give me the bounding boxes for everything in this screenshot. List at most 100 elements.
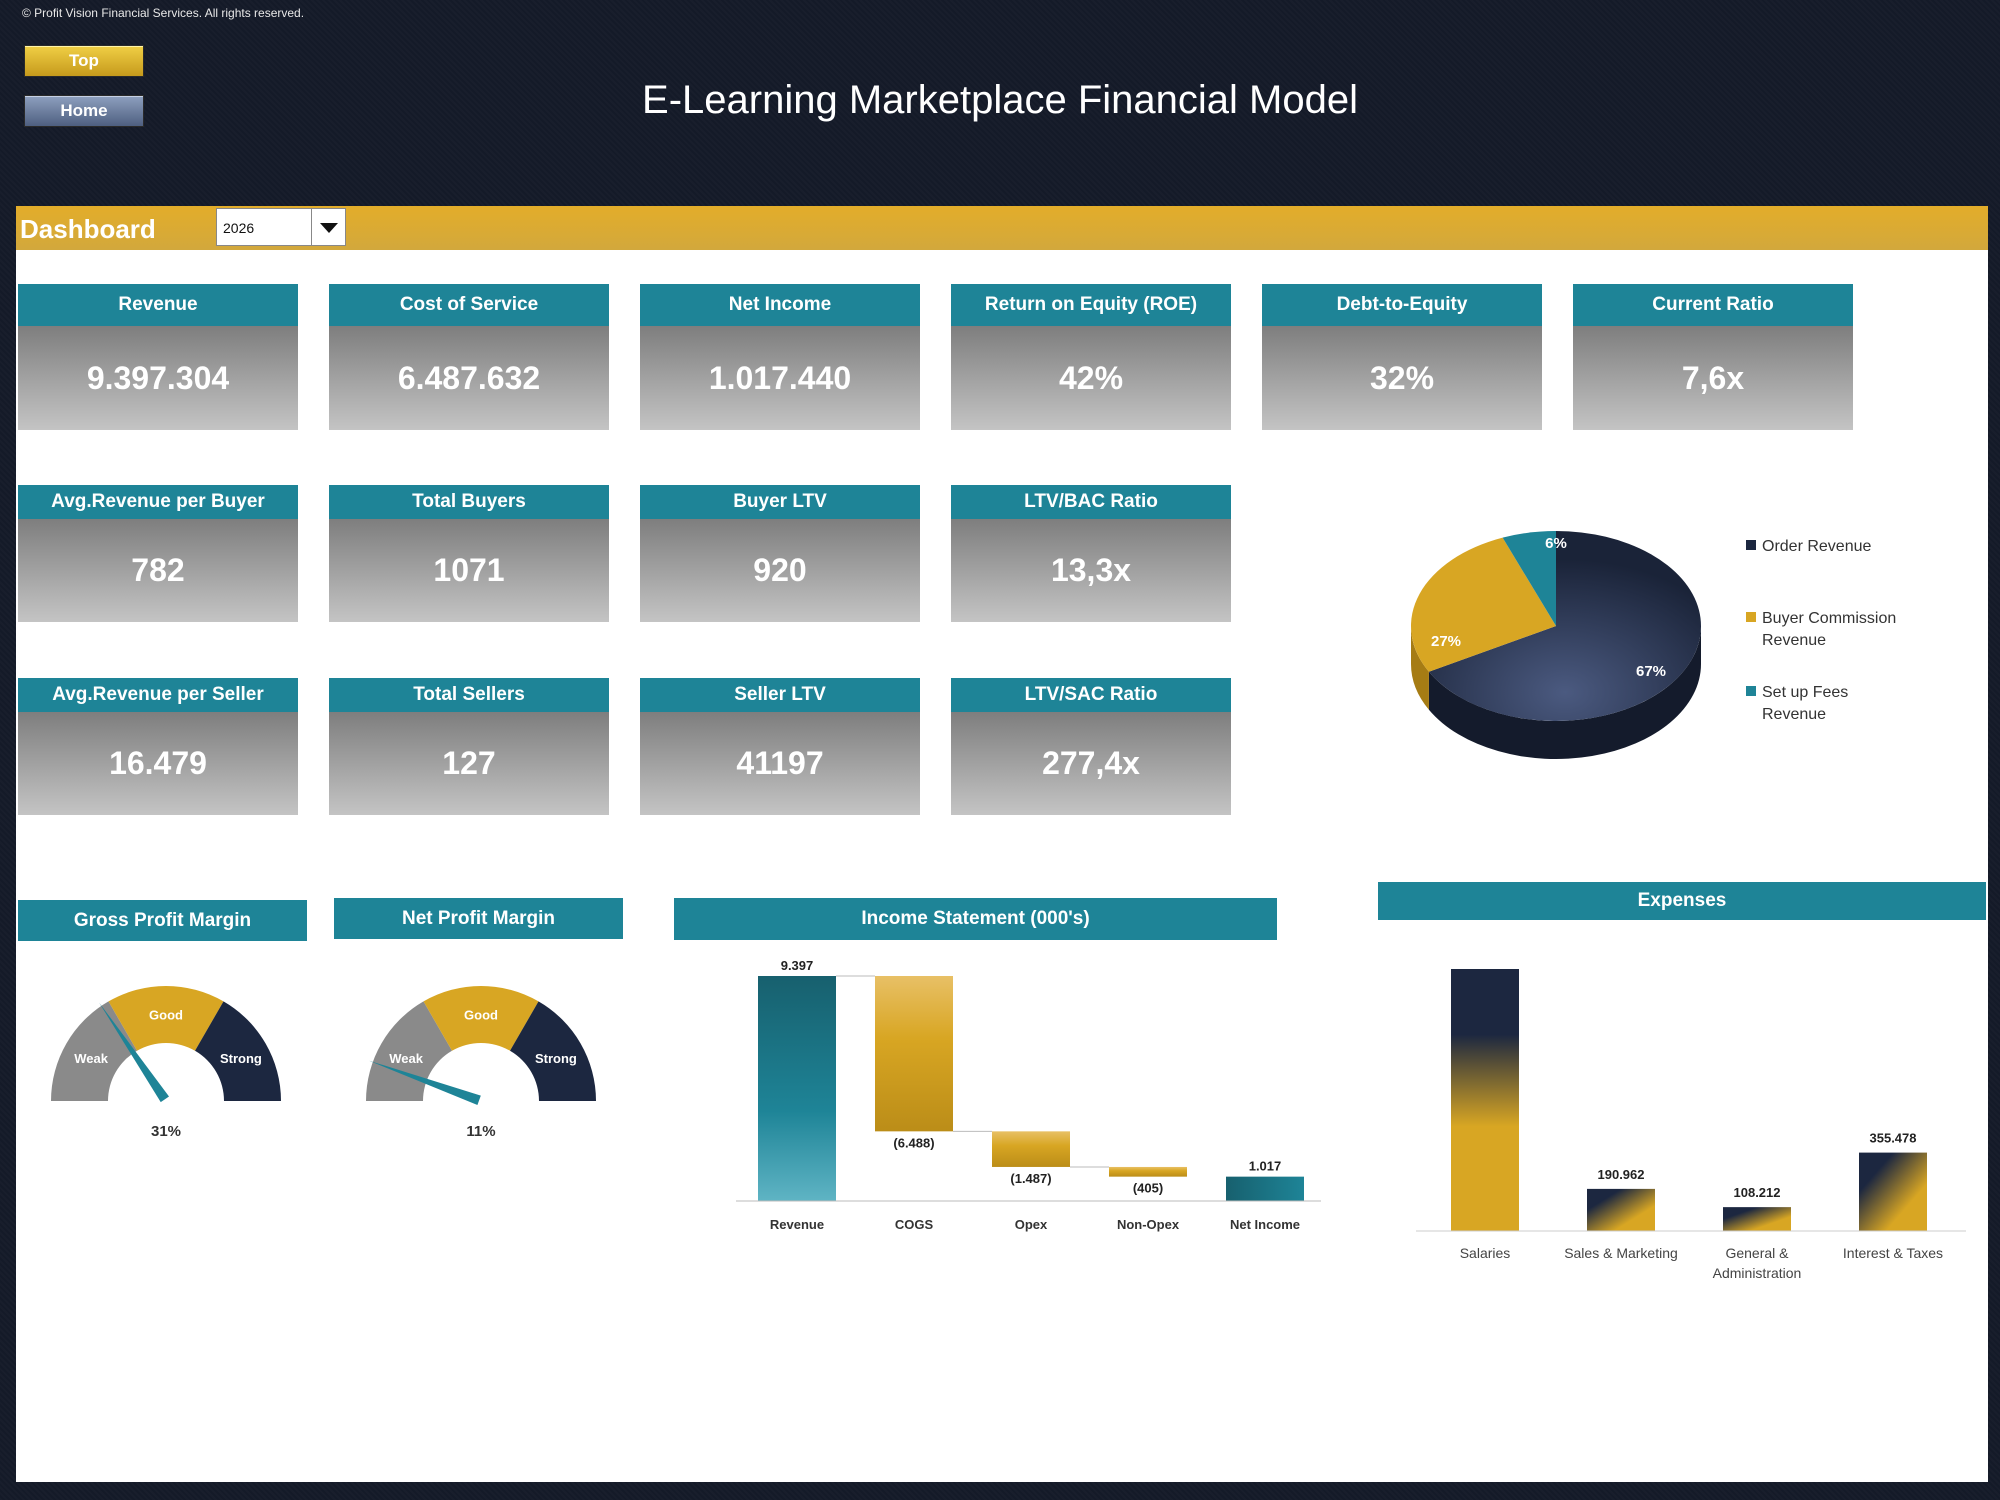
kpi-value: 41197 bbox=[640, 712, 920, 815]
kpi-value: 7,6x bbox=[1573, 326, 1853, 430]
year-dropdown[interactable]: 2026 bbox=[216, 208, 346, 246]
kpi-label: Return on Equity (ROE) bbox=[951, 284, 1231, 326]
kpi-value: 9.397.304 bbox=[18, 326, 298, 430]
dashboard-sheet: Dashboard 2026 Revenue 9.397.304 Cost of… bbox=[16, 206, 1988, 1482]
pie-slice bbox=[1502, 531, 1556, 626]
kpi-label: Avg.Revenue per Seller bbox=[18, 678, 298, 712]
kpi-label: LTV/BAC Ratio bbox=[951, 485, 1231, 519]
legend-label: Buyer Commission Revenue bbox=[1762, 610, 1897, 649]
waterfall-category-label: Revenue bbox=[770, 1217, 824, 1232]
pie-legend-item: Buyer Commission Revenue bbox=[1746, 608, 1916, 652]
waterfall-bar bbox=[1226, 1176, 1304, 1201]
copyright-text: © Profit Vision Financial Services. All … bbox=[22, 6, 305, 20]
kpi-value: 42% bbox=[951, 326, 1231, 430]
kpi-cost-of-service: Cost of Service 6.487.632 bbox=[329, 284, 609, 430]
kpi-debt-to-equity: Debt-to-Equity 32% bbox=[1262, 284, 1542, 430]
pie-data-label: 27% bbox=[1431, 633, 1461, 650]
waterfall-bar bbox=[992, 1131, 1070, 1167]
kpi-value: 13,3x bbox=[951, 519, 1231, 622]
gauge-band-label: Good bbox=[464, 1008, 498, 1023]
waterfall-bar bbox=[1109, 1166, 1187, 1177]
pie-legend-item: Order Revenue bbox=[1746, 536, 1916, 558]
kpi-value: 6.487.632 bbox=[329, 326, 609, 430]
kpi-value: 127 bbox=[329, 712, 609, 815]
gauge-band bbox=[366, 1001, 452, 1101]
expenses-bar bbox=[1723, 1207, 1791, 1231]
revenue-pie-chart: 67% 27% 6% bbox=[1411, 531, 1701, 759]
expenses-bar bbox=[1451, 969, 1519, 1231]
income-statement-chart: 9.397 Revenue (6.488) COGS (1.487) Opex (405) N… bbox=[736, 958, 1321, 1232]
legend-swatch bbox=[1746, 686, 1756, 696]
gauge-band bbox=[423, 986, 539, 1051]
home-button[interactable]: Home bbox=[24, 95, 144, 127]
gauge-band bbox=[510, 1001, 596, 1101]
kpi-label: Total Sellers bbox=[329, 678, 609, 712]
pie-legend-item: Set up Fees Revenue bbox=[1746, 682, 1916, 726]
kpi-value: 32% bbox=[1262, 326, 1542, 430]
waterfall-bar bbox=[875, 976, 953, 1132]
kpi-label: Debt-to-Equity bbox=[1262, 284, 1542, 326]
gauge-value-label: 31% bbox=[151, 1123, 181, 1140]
kpi-ltv-bac-ratio: LTV/BAC Ratio 13,3x bbox=[951, 485, 1231, 622]
expenses-data-label: 108.212 bbox=[1734, 1185, 1781, 1200]
waterfall-category-label: Opex bbox=[1015, 1217, 1048, 1232]
kpi-label: Revenue bbox=[18, 284, 298, 326]
expenses-category-label: Interest & Taxes bbox=[1843, 1245, 1943, 1261]
dashboard-header-bar: Dashboard 2026 bbox=[16, 206, 1988, 250]
kpi-value: 782 bbox=[18, 519, 298, 622]
expenses-category-label: Salaries bbox=[1460, 1245, 1511, 1261]
page-title: E-Learning Marketplace Financial Model bbox=[642, 78, 1358, 122]
kpi-label: Cost of Service bbox=[329, 284, 609, 326]
kpi-label: Buyer LTV bbox=[640, 485, 920, 519]
waterfall-category-label: Net Income bbox=[1230, 1217, 1300, 1232]
kpi-net-income: Net Income 1.017.440 bbox=[640, 284, 920, 430]
net-margin-gauge: Weak Good Strong 11% bbox=[366, 986, 596, 1140]
kpi-label: Current Ratio bbox=[1573, 284, 1853, 326]
expenses-bar bbox=[1859, 1152, 1927, 1231]
pie-slice bbox=[1428, 531, 1701, 721]
pie-slice-side bbox=[1428, 626, 1701, 759]
kpi-value: 920 bbox=[640, 519, 920, 622]
waterfall-category-label: COGS bbox=[895, 1217, 934, 1232]
kpi-revenue: Revenue 9.397.304 bbox=[18, 284, 298, 430]
gauge-band bbox=[108, 986, 224, 1051]
kpi-ltv-sac-ratio: LTV/SAC Ratio 277,4x bbox=[951, 678, 1231, 815]
net-margin-header: Net Profit Margin bbox=[334, 898, 623, 939]
waterfall-bar bbox=[758, 976, 836, 1201]
legend-swatch bbox=[1746, 540, 1756, 550]
expenses-category-label: Sales & Marketing bbox=[1564, 1245, 1678, 1261]
kpi-value: 277,4x bbox=[951, 712, 1231, 815]
expenses-data-label: 355.478 bbox=[1870, 1131, 1917, 1146]
kpi-value: 16.479 bbox=[18, 712, 298, 815]
kpi-avg-revenue-per-seller: Avg.Revenue per Seller 16.479 bbox=[18, 678, 298, 815]
gauge-needle bbox=[369, 1060, 481, 1106]
kpi-roe: Return on Equity (ROE) 42% bbox=[951, 284, 1231, 430]
gauge-band-label: Strong bbox=[535, 1051, 577, 1066]
waterfall-data-label: 9.397 bbox=[781, 958, 814, 973]
kpi-total-sellers: Total Sellers 127 bbox=[329, 678, 609, 815]
legend-label: Set up Fees Revenue bbox=[1762, 684, 1849, 723]
kpi-label: Net Income bbox=[640, 284, 920, 326]
kpi-current-ratio: Current Ratio 7,6x bbox=[1573, 284, 1853, 430]
pie-data-label: 6% bbox=[1545, 535, 1567, 552]
expenses-category-label: Administration bbox=[1713, 1265, 1802, 1281]
kpi-total-buyers: Total Buyers 1071 bbox=[329, 485, 609, 622]
legend-swatch bbox=[1746, 612, 1756, 622]
gauge-value-label: 11% bbox=[466, 1123, 495, 1140]
pie-data-label: 67% bbox=[1636, 663, 1666, 680]
pie-slice bbox=[1411, 537, 1556, 672]
kpi-label: Avg.Revenue per Buyer bbox=[18, 485, 298, 519]
expenses-bar bbox=[1587, 1188, 1655, 1231]
kpi-label: Seller LTV bbox=[640, 678, 920, 712]
top-button[interactable]: Top bbox=[24, 45, 144, 77]
chevron-down-icon[interactable] bbox=[311, 209, 345, 245]
pie-slice-side bbox=[1411, 626, 1429, 710]
waterfall-data-label: 1.017 bbox=[1249, 1159, 1282, 1174]
gauge-band-label: Strong bbox=[220, 1051, 262, 1066]
expenses-category-label: General & bbox=[1725, 1245, 1789, 1261]
kpi-label: Total Buyers bbox=[329, 485, 609, 519]
gauge-band-label: Weak bbox=[74, 1051, 108, 1066]
kpi-label: LTV/SAC Ratio bbox=[951, 678, 1231, 712]
gauge-needle bbox=[99, 1002, 170, 1103]
